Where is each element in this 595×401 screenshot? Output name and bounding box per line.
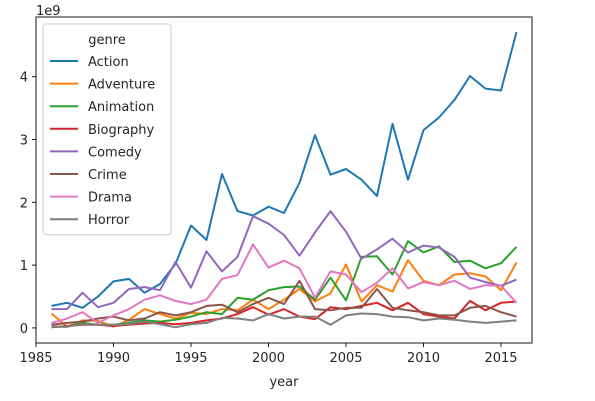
series-line-comedy <box>51 210 517 311</box>
x-tick-label: 1995 <box>174 351 207 366</box>
y-offset-label: 1e9 <box>36 4 61 19</box>
legend-label-comedy: Comedy <box>88 145 142 160</box>
legend-label-adventure: Adventure <box>88 78 155 93</box>
y-axis: 0 1 2 3 4 <box>20 71 36 337</box>
legend-label-animation: Animation <box>88 100 154 115</box>
legend-title: genre <box>88 33 126 48</box>
legend-box <box>42 23 172 236</box>
series-line-action <box>51 31 518 309</box>
x-tick-label: 2005 <box>329 351 362 366</box>
series-line-horror <box>51 312 517 329</box>
x-tick-label: 1985 <box>19 351 52 366</box>
x-tick-label: 1990 <box>97 351 130 366</box>
legend-label-biography: Biography <box>88 123 155 138</box>
x-tick-label: 2010 <box>407 351 440 366</box>
series-line-animation <box>51 240 518 328</box>
y-tick-label: 4 <box>20 71 28 86</box>
y-tick-label: 1 <box>20 259 28 274</box>
series-line-crime <box>51 279 517 326</box>
x-axis-label: year <box>269 375 299 390</box>
axes-frame <box>35 16 533 344</box>
y-tick-label: 3 <box>20 133 28 148</box>
legend-label-drama: Drama <box>88 191 132 206</box>
series-line-drama <box>51 243 518 324</box>
plot-area <box>50 31 518 329</box>
legend: genre Action Adventure Animation Biography Co… <box>42 23 172 236</box>
y-tick-label: 2 <box>20 196 28 211</box>
y-tick-label: 0 <box>20 322 28 337</box>
x-tick-label: 2015 <box>484 351 517 366</box>
legend-label-action: Action <box>88 55 129 70</box>
x-tick-label: 2000 <box>252 351 285 366</box>
legend-label-crime: Crime <box>88 168 127 183</box>
legend-label-horror: Horror <box>88 213 130 228</box>
x-axis: 1985 1990 1995 2000 2005 2010 2015 <box>19 343 518 366</box>
